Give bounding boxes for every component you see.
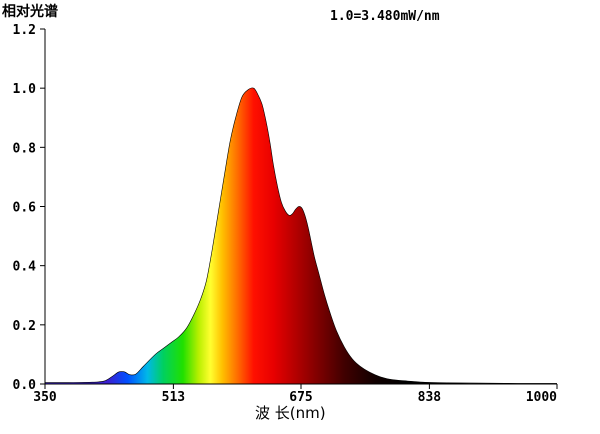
spectrum-area [45,87,557,384]
x-axis-ticks: 350 513 675 838 1000 [33,384,558,405]
y-axis-title: 相对光谱 [2,3,58,20]
x-tick-label: 350 [33,390,57,405]
y-tick-label: 0.4 [13,260,37,275]
y-tick-label: 1.2 [13,23,36,38]
x-tick-label: 838 [418,390,442,405]
y-axis-ticks: 0.0 0.2 0.4 0.6 0.8 1.0 1.2 [13,23,45,393]
y-tick-label: 0.8 [13,141,37,156]
y-tick-label: 1.0 [13,82,37,97]
x-tick-label: 1000 [526,390,557,405]
spectrum-line [44,87,558,384]
x-tick-label: 513 [162,390,185,405]
y-tick-label: 0.0 [13,378,37,393]
y-tick-label: 0.2 [13,319,36,334]
y-tick-label: 0.6 [13,201,37,216]
chart-title: 1.0=3.480mW/nm [330,9,440,24]
x-tick-label: 675 [289,390,312,405]
x-axis-title: 波 长(nm) [255,404,326,422]
